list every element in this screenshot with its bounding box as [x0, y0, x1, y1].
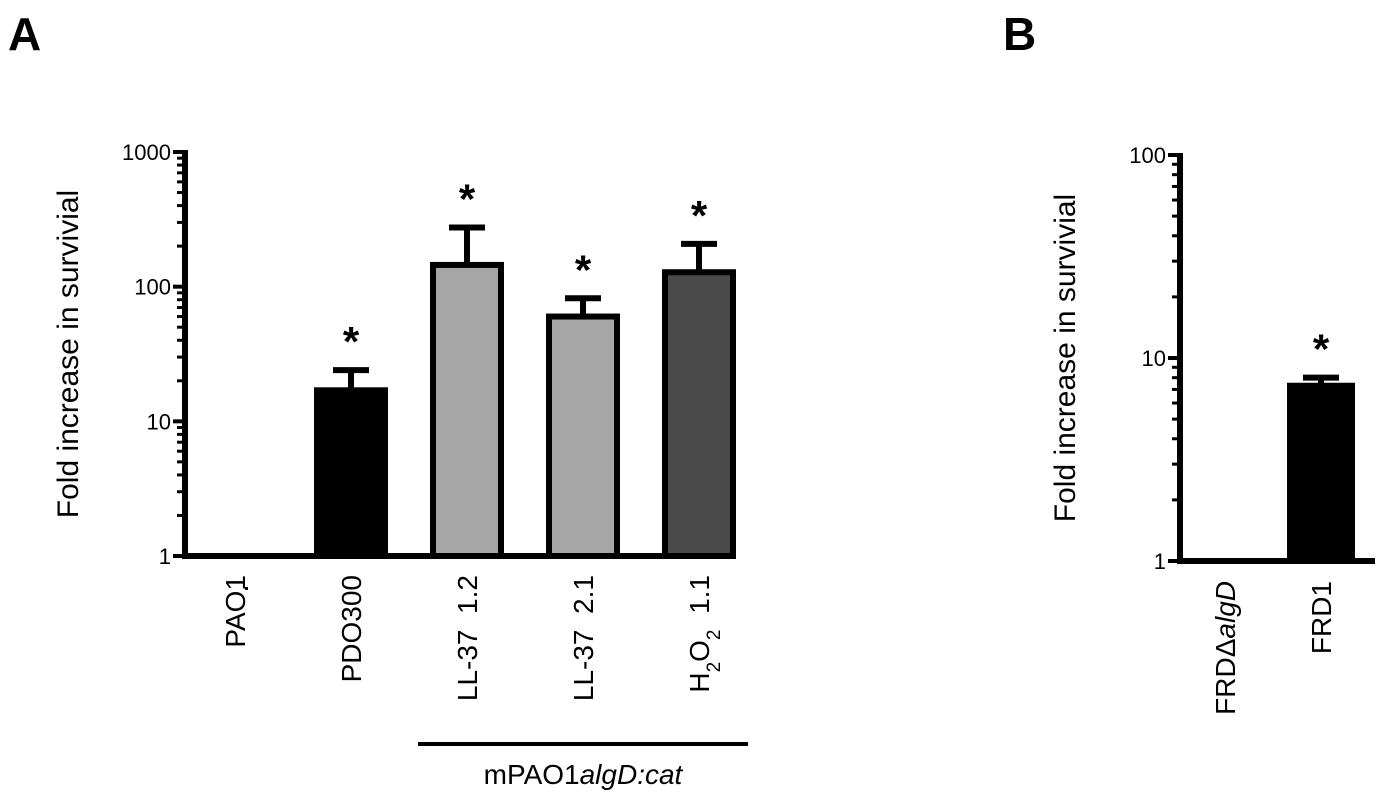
significance-star: *	[575, 246, 592, 293]
significance-star: *	[691, 192, 708, 239]
chart-b: Fold increase in survivial 1 10 100 FRDΔalgD…	[1049, 143, 1375, 715]
y-tick-label: 10	[1142, 346, 1166, 371]
category-label: LL-37 1.2	[452, 575, 483, 701]
y-tick-label: 100	[134, 275, 171, 300]
significance-star: *	[1313, 326, 1330, 373]
category-label: FRDΔalgD	[1210, 581, 1241, 715]
category-label: H2O2 1.1	[684, 575, 725, 693]
bar	[433, 265, 501, 556]
category-label: LL-37 2.1	[568, 575, 599, 701]
significance-star: *	[459, 176, 476, 223]
y-axis-label: Fold increase in survivial	[52, 190, 85, 518]
y-tick-label: 1	[1154, 549, 1166, 574]
panel-b-label: B	[1003, 8, 1036, 60]
y-tick-label: 10	[147, 409, 171, 434]
bar	[1290, 386, 1352, 561]
category-label: PAO1	[220, 575, 251, 648]
y-tick-label: 1000	[122, 140, 171, 165]
bar	[317, 390, 385, 556]
x-tick-dot	[245, 587, 248, 590]
y-tick-label: 100	[1129, 143, 1166, 168]
chart-a: Fold increase in survivial 1 10 100 1000 PAO1…	[52, 140, 748, 790]
bar	[549, 317, 617, 556]
significance-star: *	[343, 318, 360, 365]
category-label: FRD1	[1306, 581, 1337, 654]
y-tick-label: 1	[159, 544, 171, 569]
category-label: PDO300	[336, 575, 367, 682]
y-axis-label: Fold increase in survivial	[1049, 194, 1082, 522]
group-bracket-label: mPAO1algD:cat	[484, 759, 684, 790]
panel-a-label: A	[8, 8, 41, 60]
bar	[665, 272, 733, 556]
